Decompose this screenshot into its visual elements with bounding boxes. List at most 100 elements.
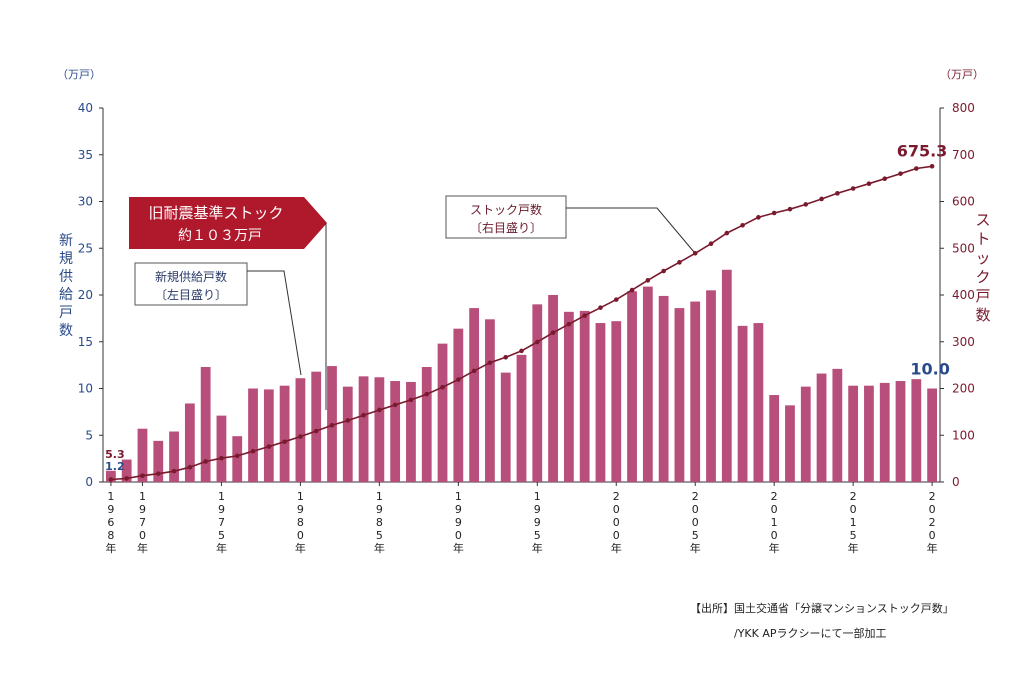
bar xyxy=(437,343,448,482)
x-tick-label-char: 9 xyxy=(107,503,114,516)
x-tick-label-char: 6 xyxy=(107,516,114,529)
stock-point xyxy=(124,476,129,481)
stock-callout-line2: 〔右目盛り〕 xyxy=(470,220,542,235)
x-tick-label-char: 年 xyxy=(295,541,306,555)
stock-callout-box xyxy=(445,195,567,239)
x-tick-label-char: 年 xyxy=(216,541,227,555)
x-tick-label-char: 年 xyxy=(927,541,938,555)
stock-point xyxy=(803,202,809,207)
left-tick-label: 35 xyxy=(78,148,93,162)
bar xyxy=(737,325,748,482)
x-tick-label-char: 1 xyxy=(771,516,778,529)
stock-point xyxy=(708,241,714,247)
left-tick-label: 10 xyxy=(78,382,93,396)
left-unit-label: （万戸） xyxy=(57,68,101,81)
right-axis-title-char: 数 xyxy=(975,306,990,324)
left-tick-label: 25 xyxy=(78,241,93,255)
left-axis-title-char: 数 xyxy=(59,323,73,339)
x-tick-label-char: 7 xyxy=(218,516,225,529)
x-tick-label-char: 0 xyxy=(613,516,620,529)
left-tick-label: 15 xyxy=(78,335,93,349)
stock-point xyxy=(835,191,840,196)
stock-point xyxy=(424,391,430,397)
stock-point xyxy=(266,444,272,449)
right-unit-label: （万戸） xyxy=(940,68,984,81)
stock-callout-line1: ストック戸数 xyxy=(470,202,542,217)
bar xyxy=(374,377,385,482)
stock-point xyxy=(929,163,935,169)
stock-point xyxy=(661,268,666,274)
stock-point xyxy=(456,377,461,382)
supply-callout-line2: 〔左目盛り〕 xyxy=(155,287,227,302)
bar xyxy=(200,366,211,482)
bar xyxy=(485,319,495,482)
x-tick-label-char: 2 xyxy=(850,490,857,503)
x-tick-label-char: 8 xyxy=(297,516,304,529)
bar xyxy=(690,301,701,482)
x-tick-label-char: 年 xyxy=(453,541,464,555)
stock-point xyxy=(203,459,208,464)
x-tick-label-char: 8 xyxy=(376,516,383,529)
bar xyxy=(453,328,464,482)
bar xyxy=(358,376,369,482)
x-tick-label-char: 1 xyxy=(218,490,225,503)
x-tick-label-char: 9 xyxy=(376,503,383,516)
supply-start-label: 1.2 xyxy=(105,460,125,473)
stock-end-label: 675.3 xyxy=(897,141,948,160)
bar xyxy=(516,354,527,482)
x-tick-label-char: 1 xyxy=(297,490,304,503)
left-axis-title-char: 戸 xyxy=(59,305,73,321)
x-tick-label-char: 2 xyxy=(771,490,778,503)
stock-point xyxy=(282,439,287,445)
bar xyxy=(137,428,148,482)
bar xyxy=(658,295,669,482)
bar xyxy=(785,405,795,482)
stock-point xyxy=(613,297,619,302)
bar xyxy=(879,382,890,482)
x-tick-label-char: 9 xyxy=(455,503,462,516)
stock-point xyxy=(740,222,745,228)
x-tick-label-char: 年 xyxy=(769,541,780,555)
stock-callout-leader xyxy=(566,207,695,253)
x-tick-label-char: 5 xyxy=(534,529,541,542)
bar xyxy=(911,379,922,482)
left-tick-label: 40 xyxy=(78,101,93,115)
x-tick-label-char: 1 xyxy=(534,490,541,503)
right-tick-label: 600 xyxy=(952,195,975,209)
stock-point xyxy=(866,181,872,186)
bar xyxy=(611,321,622,482)
old-standard-callout-line1: 旧耐震基準ストック xyxy=(148,204,283,222)
x-tick-label-char: 0 xyxy=(929,529,936,542)
x-tick-label-char: 2 xyxy=(929,516,936,529)
bar xyxy=(674,308,685,482)
stock-point xyxy=(898,171,903,176)
stock-point xyxy=(566,321,572,327)
stock-point xyxy=(519,348,524,354)
x-tick-label-char: 1 xyxy=(850,516,857,529)
bar xyxy=(500,372,511,482)
x-tick-label-char: 年 xyxy=(374,541,385,555)
right-tick-label: 400 xyxy=(952,288,975,302)
stock-point xyxy=(692,250,698,256)
stock-point xyxy=(787,206,793,212)
right-axis-title-char: ト xyxy=(975,230,990,248)
x-tick-label-char: 0 xyxy=(692,503,699,516)
stock-point xyxy=(645,278,651,283)
left-tick-label: 0 xyxy=(85,475,93,489)
bar xyxy=(406,381,416,482)
left-axis-title-char: 供 xyxy=(59,269,73,285)
bar xyxy=(532,304,543,482)
stock-point xyxy=(298,434,303,439)
x-tick-label-char: 年 xyxy=(105,541,116,555)
x-tick-label-char: 年 xyxy=(848,541,859,555)
x-tick-label-char: 1 xyxy=(139,490,146,503)
right-tick-label: 0 xyxy=(952,475,960,489)
right-axis-title-char: 戸 xyxy=(975,287,990,305)
bar xyxy=(169,431,179,482)
bar xyxy=(579,310,590,482)
source-line-2: /YKK APラクシーにて一部加工 xyxy=(734,627,887,640)
x-tick-label-char: 2 xyxy=(929,490,936,503)
stock-point xyxy=(392,402,398,408)
stock-point xyxy=(724,230,730,236)
